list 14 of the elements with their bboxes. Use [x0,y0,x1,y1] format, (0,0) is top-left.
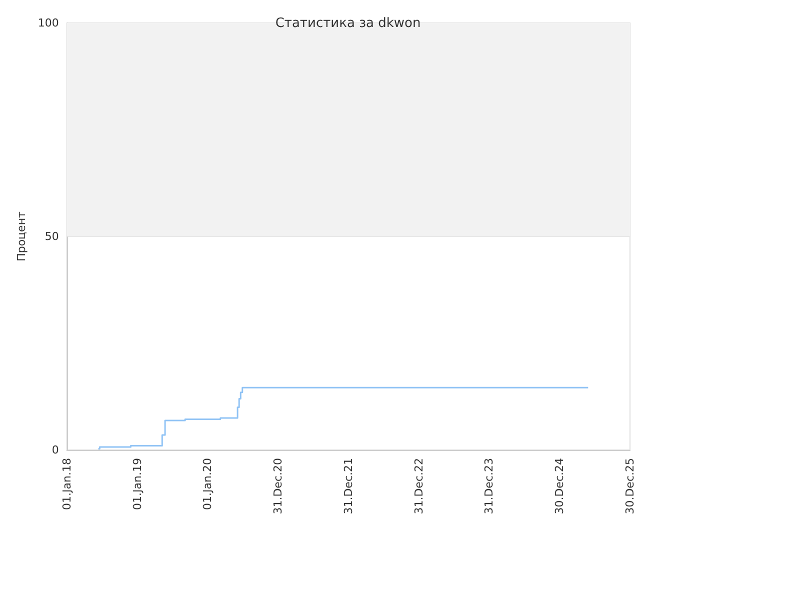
x-tick-label: 01.Jan.20 [201,458,214,510]
x-tick-label: 30.Dec.25 [624,458,636,514]
x-tick-label: 30.Dec.24 [553,458,566,514]
y-tick-label: 0 [52,444,59,456]
x-tick-label: 01.Jan.18 [60,458,74,510]
x-tick-label: 31.Dec.23 [482,458,496,514]
x-tick-label: 01.Jan.19 [130,458,144,510]
x-tick-label: 31.Dec.21 [342,458,355,514]
y-tick-label: 100 [38,16,59,30]
x-tick-label: 31.Dec.20 [272,458,285,514]
y-axis-title: Процент [15,210,28,262]
chart-title: Статистика за dkwon [275,16,421,31]
y-tick-label: 50 [44,230,59,243]
x-tick-label: 31.Dec.22 [412,458,426,514]
